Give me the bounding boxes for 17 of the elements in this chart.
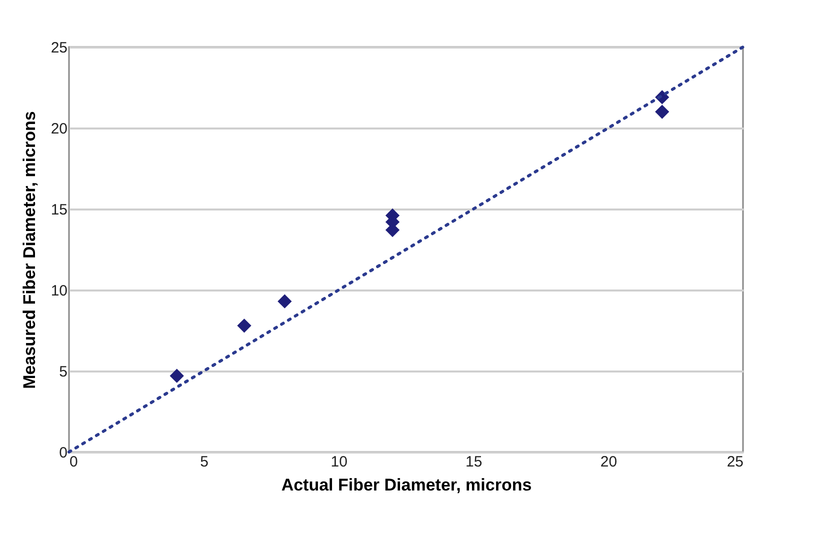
x-tick-label: 0 [70, 454, 78, 470]
x-tick-label: 10 [330, 454, 348, 470]
point [237, 318, 252, 333]
y-tick-label: 20 [50, 120, 68, 138]
y-axis-title: Measured Fiber Diameter, microns [20, 111, 39, 389]
y-tick-label: 15 [50, 202, 68, 218]
y-tick-label: 10 [50, 282, 68, 300]
x-axis-title: Actual Fiber Diameter, microns [281, 476, 532, 494]
y-tick-label: 25 [50, 40, 68, 56]
x-tick-label: 15 [466, 454, 482, 470]
point [655, 104, 670, 119]
point [170, 368, 184, 383]
y-tick-label: 5 [59, 364, 68, 380]
point [278, 294, 292, 308]
x-tick-label: 25 [726, 454, 744, 470]
x-tick-label: 20 [600, 454, 618, 470]
x-tick-label: 5 [200, 454, 208, 470]
